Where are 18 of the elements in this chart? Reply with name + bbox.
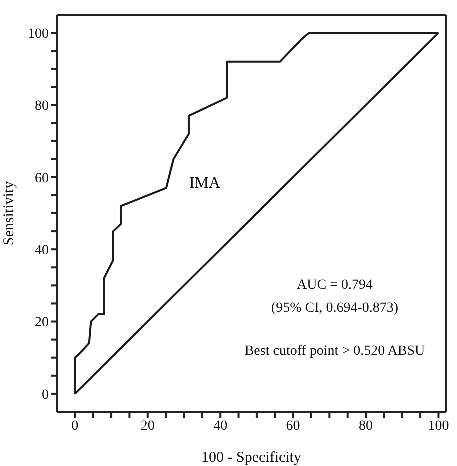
y-axis-title: Sensitivity <box>1 180 18 246</box>
annotation: IMA <box>188 175 222 193</box>
y-tick-label: 100 <box>28 27 49 42</box>
y-tick-label: 20 <box>35 316 49 331</box>
annotation: Best cutoff point > 0.520 ABSU <box>244 344 426 360</box>
x-tick-label: 40 <box>214 418 228 434</box>
x-tick-label: 100 <box>428 418 450 434</box>
y-tick-label: 60 <box>35 171 49 186</box>
y-tick-label: 80 <box>35 99 49 114</box>
x-tick-label: 60 <box>286 418 300 434</box>
annotation: AUC = 0.794 <box>296 278 374 294</box>
annotation: (95% CI, 0.694-0.873) <box>270 301 400 317</box>
y-tick-label: 0 <box>42 388 49 403</box>
x-axis-title: 100 - Specificity <box>202 450 302 466</box>
y-tick-label: 40 <box>35 244 49 259</box>
x-tick-label: 80 <box>359 418 374 434</box>
x-tick-label: 20 <box>140 418 155 434</box>
x-tick-label: 0 <box>72 418 79 434</box>
